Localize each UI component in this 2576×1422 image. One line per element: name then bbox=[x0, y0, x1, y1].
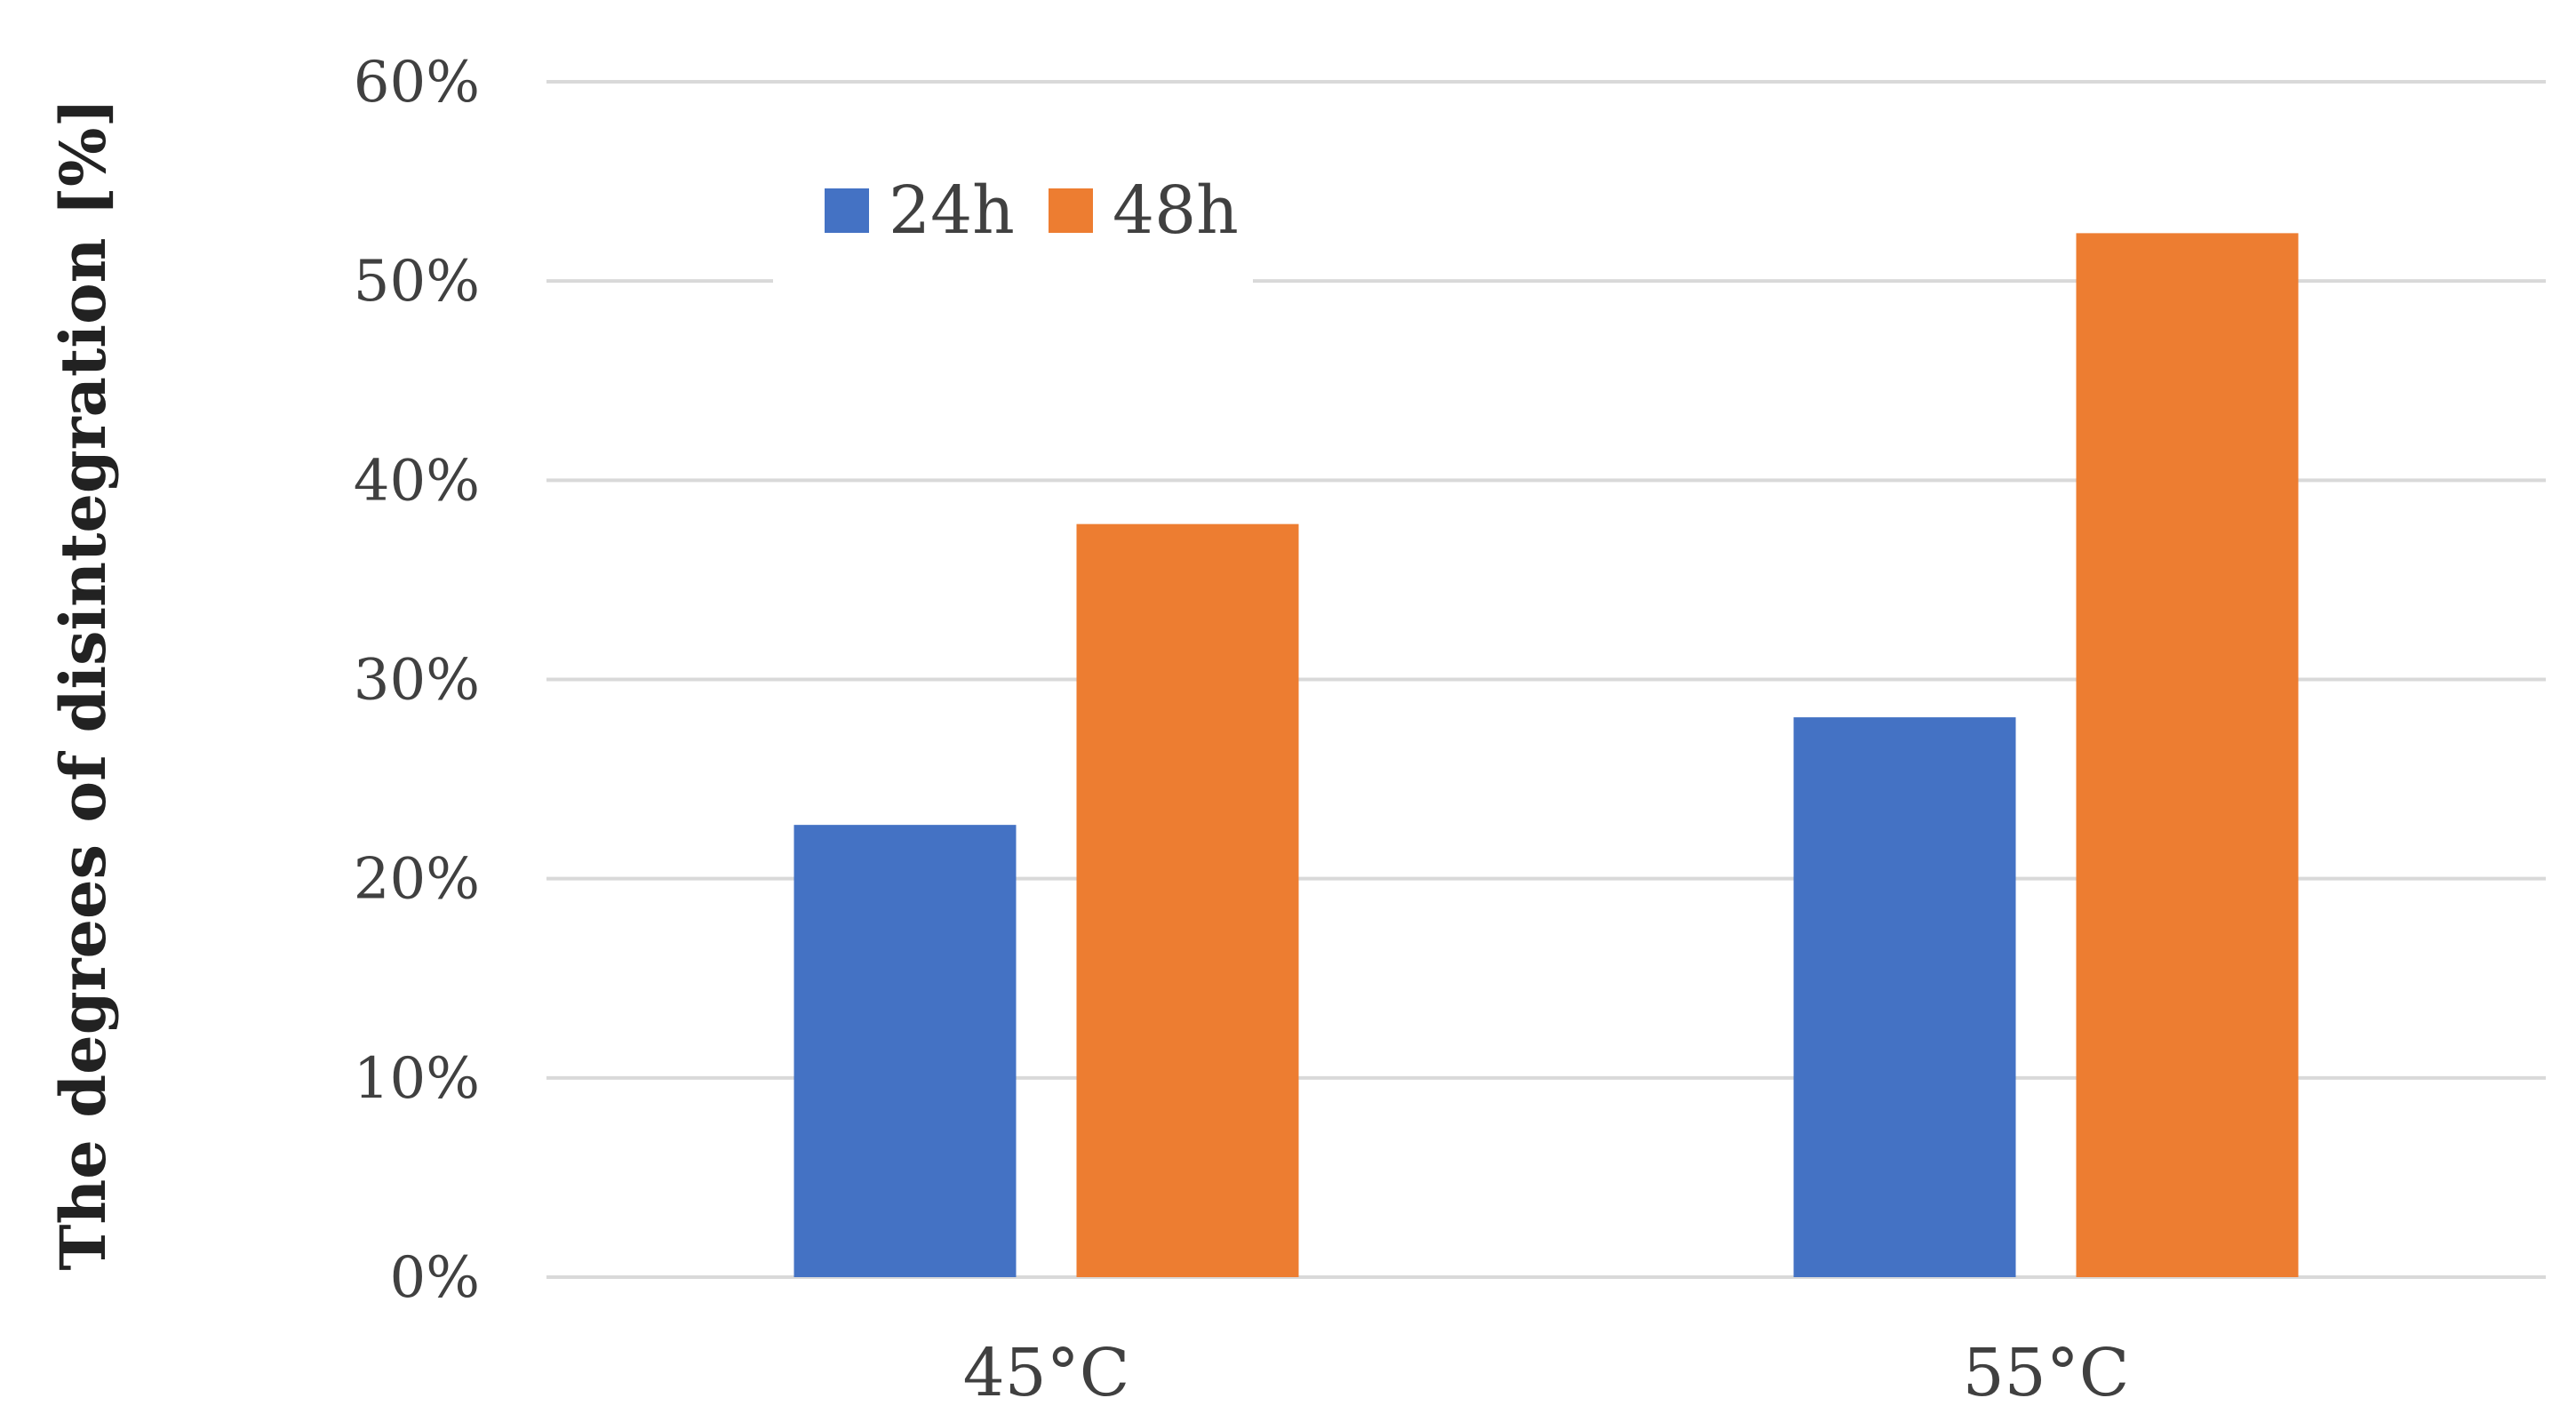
legend-label-24h: 24h bbox=[889, 172, 1015, 249]
y-tick-label: 0% bbox=[389, 1245, 480, 1311]
y-axis-ticks: 0% 10% 20% 30% 40% 50% 60% bbox=[354, 50, 480, 1311]
legend-label-48h: 48h bbox=[1113, 172, 1239, 249]
y-tick-label: 60% bbox=[354, 50, 480, 116]
x-category-label: 55°C bbox=[1963, 1335, 2130, 1411]
y-tick-label: 10% bbox=[354, 1046, 480, 1112]
bar-48h-55°C bbox=[2076, 233, 2299, 1277]
y-tick-label: 30% bbox=[354, 648, 480, 714]
y-tick-label: 20% bbox=[354, 847, 480, 913]
x-axis-categories: 45°C 55°C bbox=[963, 1335, 2130, 1411]
bars bbox=[794, 233, 2299, 1277]
y-tick-label: 40% bbox=[354, 448, 480, 514]
legend: 24h 48h bbox=[773, 153, 1253, 313]
legend-swatch-24h bbox=[825, 188, 869, 233]
y-tick-label: 50% bbox=[354, 249, 480, 315]
legend-swatch-48h bbox=[1049, 188, 1093, 233]
y-axis-label: The degrees of disintegration [%] bbox=[46, 98, 120, 1270]
bar-24h-55°C bbox=[1793, 717, 2016, 1277]
x-category-label: 45°C bbox=[963, 1335, 1130, 1411]
bar-24h-45°C bbox=[794, 825, 1017, 1277]
bar-48h-45°C bbox=[1076, 523, 1299, 1277]
